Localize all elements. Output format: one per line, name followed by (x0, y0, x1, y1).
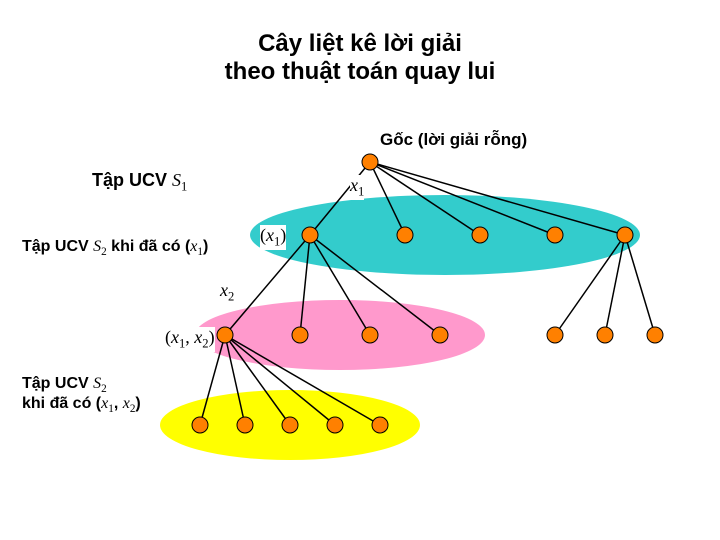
label-ucv-s2-given-x1x2: Tập UCV S2khi đã có (x1, x2) (22, 375, 141, 415)
label-node-x1x2: (x1, x2) (165, 327, 215, 352)
label-node-x1: (x1) (260, 225, 286, 250)
label-ucv-s2-given-x1: Tập UCV S2 khi đã có (x1) (22, 238, 208, 258)
label-ucv-s1: Tập UCV S1 (92, 170, 187, 195)
label-x2: x2 (220, 280, 234, 305)
label-x1: x1 (350, 175, 364, 200)
tree-diagram (0, 0, 720, 540)
root-label: Gốc (lời giải rỗng) (380, 130, 527, 150)
